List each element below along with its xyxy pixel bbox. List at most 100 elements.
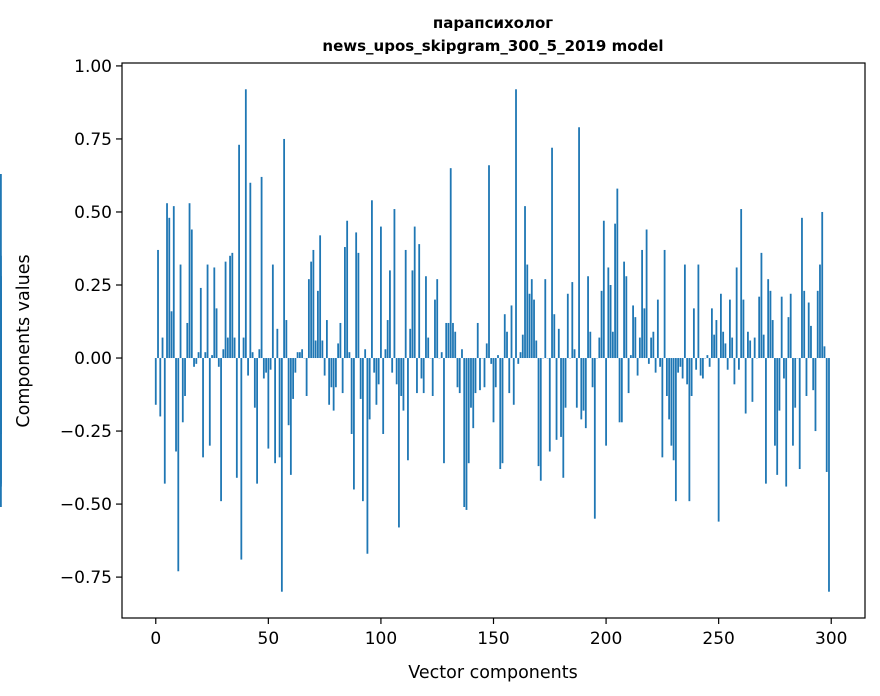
bar-263 <box>747 331 749 359</box>
x-tick-label: 0 <box>150 629 161 649</box>
bar-99 <box>377 358 380 385</box>
bar-104 <box>389 270 391 359</box>
bar-201 <box>607 267 610 359</box>
bar-91 <box>359 358 362 399</box>
bar-71 <box>314 340 317 359</box>
bar-53 <box>274 358 276 464</box>
bar-229 <box>670 358 673 446</box>
bar-116 <box>416 358 418 394</box>
bar-92 <box>362 358 364 502</box>
bar-238 <box>690 358 693 396</box>
bar-235 <box>683 264 686 359</box>
bar-189 <box>580 358 583 420</box>
bar-15 <box>188 203 191 359</box>
bar-141 <box>472 358 475 429</box>
bar-207 <box>620 358 623 423</box>
bar-117 <box>418 244 421 359</box>
bar-61 <box>292 358 295 399</box>
bar-113 <box>409 328 412 359</box>
bar-120 <box>425 276 427 359</box>
bar-168 <box>533 299 535 359</box>
bar-158 <box>510 305 513 359</box>
y-tick-label: −0.75 <box>60 568 112 588</box>
bar-165 <box>526 264 529 359</box>
bar-72 <box>316 290 319 359</box>
bar-295 <box>819 264 821 359</box>
bar-228 <box>668 358 671 420</box>
bar-8 <box>172 206 175 359</box>
bar-47 <box>260 176 263 359</box>
bar-64 <box>298 352 301 359</box>
bar-85 <box>346 220 349 359</box>
bar-150 <box>492 358 495 423</box>
bar-143 <box>476 322 479 359</box>
bar-2 <box>159 358 162 417</box>
bar-225 <box>661 358 664 458</box>
bar-217 <box>643 308 646 359</box>
bar-289 <box>805 358 808 396</box>
bar-30 <box>222 349 225 359</box>
bar-83 <box>341 358 344 394</box>
bar-96 <box>371 200 373 359</box>
bar-216 <box>641 249 643 359</box>
bar-80 <box>334 358 337 388</box>
bar-29 <box>220 358 222 502</box>
bar-103 <box>386 320 389 359</box>
bar-266 <box>753 337 756 359</box>
bar-88 <box>353 358 355 490</box>
bar-166 <box>528 293 531 359</box>
bar-154 <box>501 358 504 464</box>
bar-107 <box>395 358 398 385</box>
bar-57 <box>283 138 286 359</box>
bar-40 <box>244 89 247 359</box>
bar-209 <box>625 276 628 359</box>
bar-212 <box>632 305 634 359</box>
bar-282 <box>789 293 792 359</box>
bar-167 <box>530 279 533 359</box>
bar-194 <box>591 358 594 388</box>
bar-21 <box>202 358 204 458</box>
bar-65 <box>301 349 304 359</box>
bar-74 <box>321 340 324 359</box>
bar-59 <box>287 358 290 426</box>
bar-245 <box>706 355 709 359</box>
bar-144 <box>479 358 481 391</box>
bar-250 <box>717 358 720 522</box>
bar-75 <box>323 358 326 376</box>
bar-77 <box>328 358 331 405</box>
y-tick-label: −0.50 <box>60 495 112 515</box>
x-tick-label: 50 <box>258 629 280 649</box>
bar-274 <box>771 320 774 359</box>
bar-247 <box>711 308 713 359</box>
bar-151 <box>494 358 497 388</box>
bar-33 <box>229 255 231 359</box>
bar-163 <box>521 334 524 359</box>
bar-98 <box>375 358 378 405</box>
bar-4 <box>163 358 166 484</box>
y-axis-label: Components values <box>14 254 34 427</box>
bar-73 <box>319 235 322 359</box>
bar-38 <box>240 358 243 560</box>
bar-206 <box>618 358 621 423</box>
bar-169 <box>535 340 538 359</box>
bar-118 <box>420 358 423 379</box>
bar-157 <box>508 358 511 394</box>
bar-188 <box>578 127 580 359</box>
bar-270 <box>762 334 765 359</box>
bar-179 <box>557 328 560 359</box>
bar-293 <box>814 358 817 432</box>
bar-284 <box>794 358 797 408</box>
bar-10 <box>177 358 180 572</box>
bar-128 <box>443 358 445 464</box>
bar-14 <box>186 322 189 359</box>
bar-173 <box>544 279 547 359</box>
bar-258 <box>735 267 738 359</box>
bar-89 <box>355 232 358 359</box>
bar-164 <box>524 206 526 359</box>
bar-233 <box>679 358 682 367</box>
bar-5 <box>166 203 168 359</box>
bar-140 <box>470 358 472 408</box>
bar-192 <box>587 276 589 359</box>
bar-44 <box>253 358 256 408</box>
bar-127 <box>440 352 443 359</box>
